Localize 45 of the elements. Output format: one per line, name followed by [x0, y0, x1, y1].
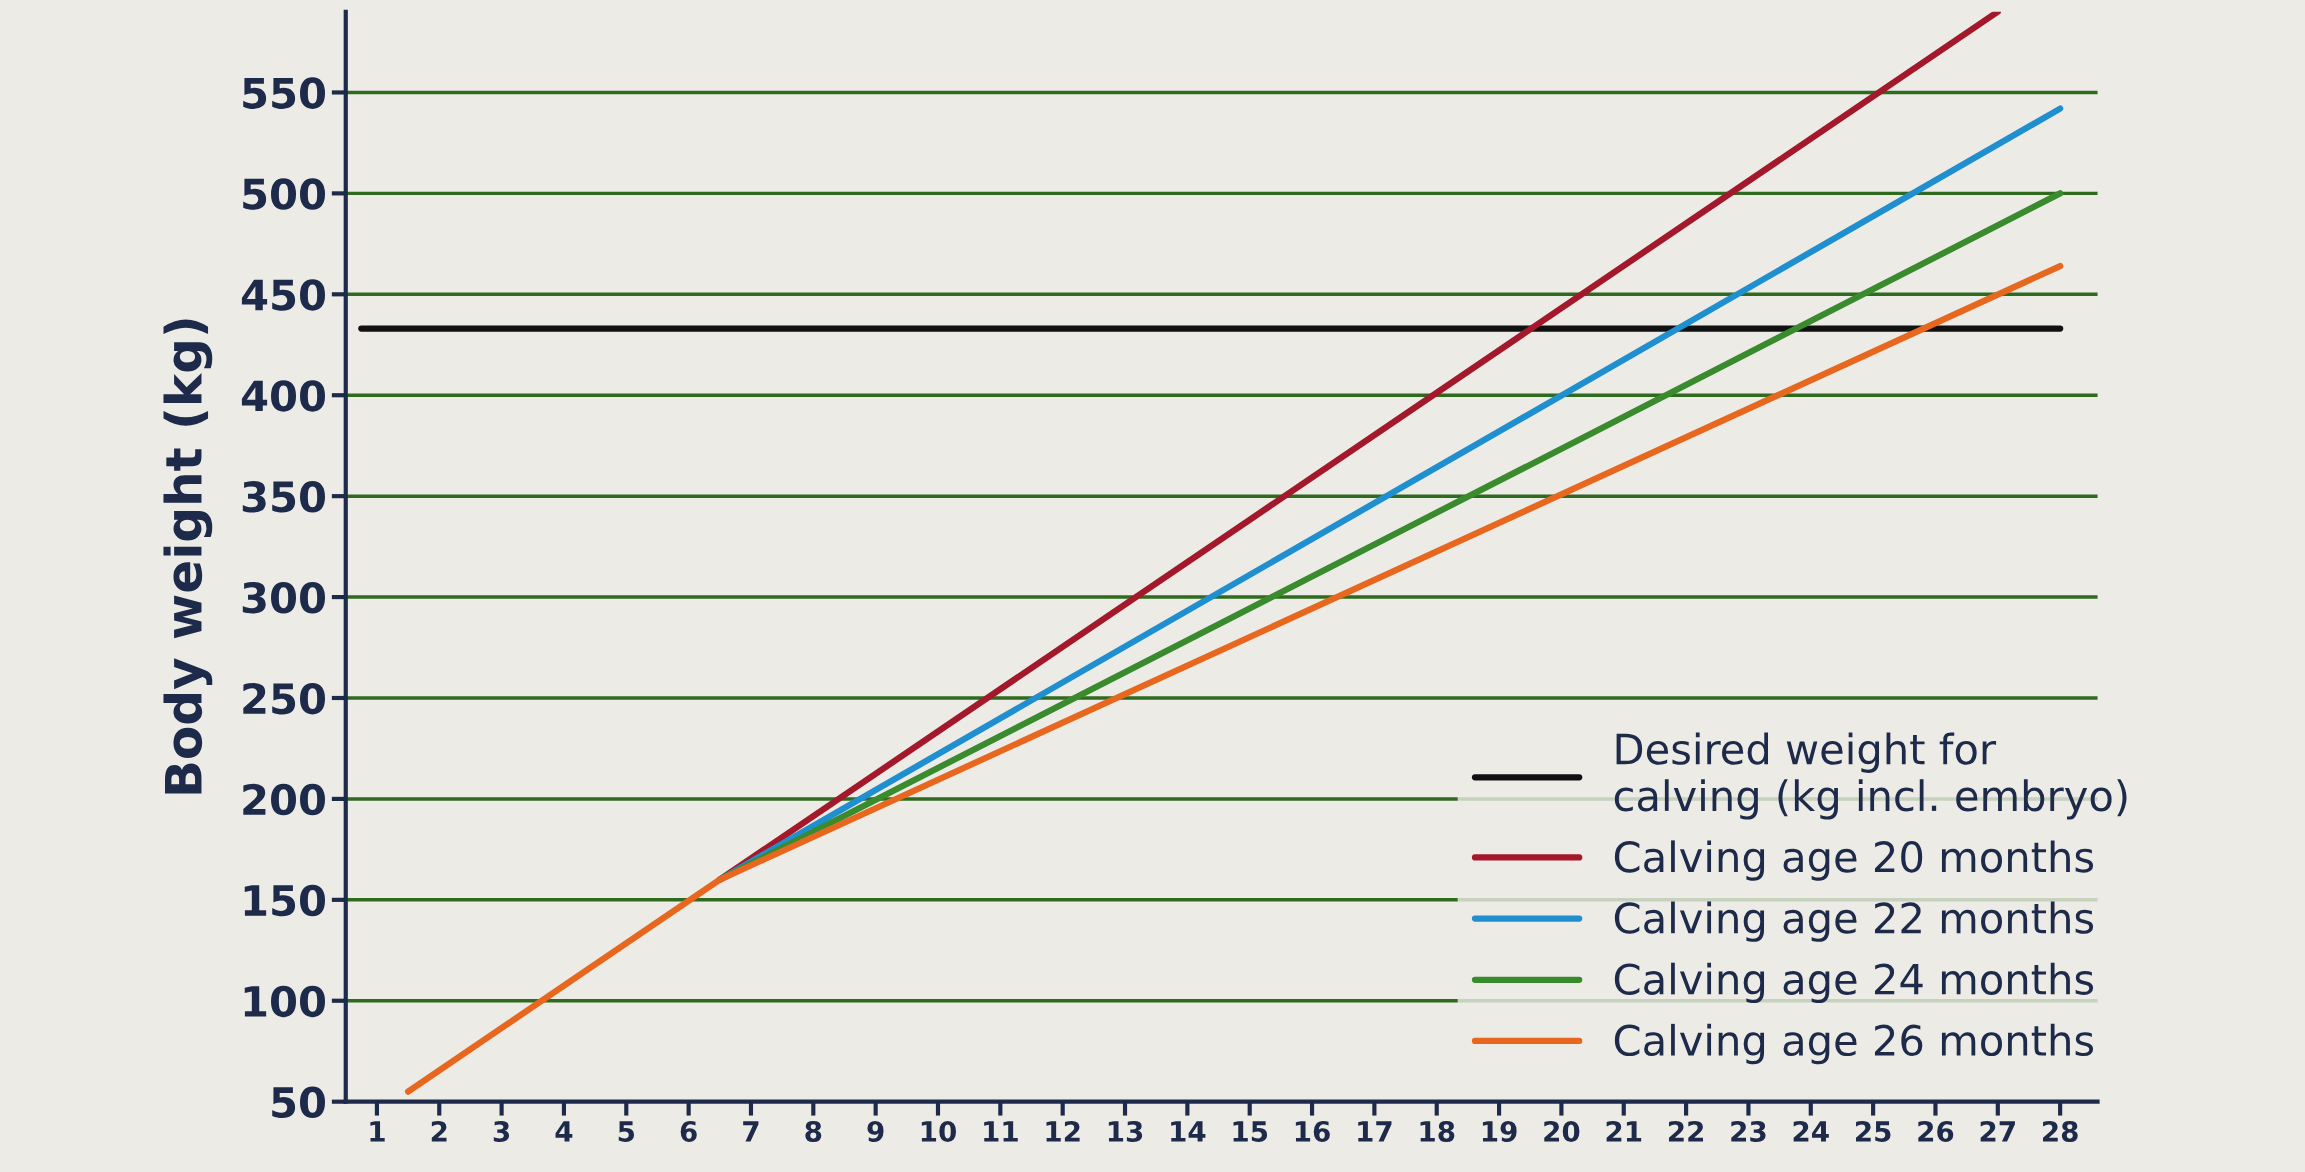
x-tick-label: 28	[2043, 1120, 2078, 1142]
y-axis-title: Body weight (kg)	[163, 319, 213, 794]
x-tick-label: 10	[921, 1120, 956, 1142]
x-tick-label: 11	[984, 1121, 1018, 1142]
x-tick-label: 14	[1171, 1121, 1206, 1142]
x-tick-label: 1	[370, 1121, 385, 1142]
x-tick-label: 5	[618, 1121, 635, 1142]
x-tick-label: 6	[680, 1120, 697, 1142]
x-tick-label: 7	[743, 1121, 759, 1142]
legend-label: Desired weight for calving (kg incl. embryo)	[1614, 732, 2127, 820]
y-tick-label: 500	[243, 178, 326, 210]
x-tick-label: 3	[493, 1120, 510, 1142]
y-tick-label: 100	[244, 985, 326, 1018]
x-tick-label: 17	[1358, 1121, 1392, 1142]
y-tick-label: 250	[243, 682, 326, 715]
x-tick-label: 4	[555, 1121, 573, 1142]
y-tick-label: 550	[243, 77, 326, 109]
x-tick-label: 22	[1668, 1120, 1704, 1142]
x-tick-label: 8	[805, 1120, 822, 1142]
y-tick-label: 300	[242, 581, 326, 614]
y-tick-label: 150	[244, 884, 326, 917]
x-tick-label: 27	[1980, 1120, 2015, 1142]
y-tick-label: 350	[242, 481, 326, 513]
legend-label: Calving age 20 months	[1614, 840, 2094, 881]
legend-label: Calving age 24 months	[1614, 962, 2094, 1004]
x-tick-label: 13	[1108, 1120, 1143, 1142]
x-tick-label: 9	[867, 1120, 884, 1142]
x-tick-label: 15	[1233, 1121, 1268, 1142]
legend-label: Calving age 22 months	[1614, 901, 2094, 942]
x-tick-label: 26	[1918, 1120, 1954, 1142]
y-tick-label: 450	[241, 279, 326, 311]
y-tick-label: 50	[272, 1086, 326, 1119]
x-tick-label: 12	[1046, 1120, 1080, 1142]
x-tick-label: 18	[1420, 1120, 1455, 1142]
legend-label: Calving age 26 months	[1614, 1023, 2094, 1065]
x-tick-label: 19	[1482, 1120, 1517, 1142]
x-tick-label: 20	[1544, 1120, 1580, 1142]
y-tick-label: 400	[241, 380, 326, 412]
x-tick-label: 21	[1606, 1120, 1642, 1142]
x-tick-label: 24	[1793, 1120, 1829, 1142]
y-tick-label: 200	[243, 783, 326, 816]
x-tick-label: 2	[431, 1120, 447, 1142]
x-tick-label: 25	[1855, 1120, 1891, 1142]
x-tick-label: 23	[1731, 1120, 1766, 1142]
x-tick-label: 16	[1295, 1120, 1330, 1142]
